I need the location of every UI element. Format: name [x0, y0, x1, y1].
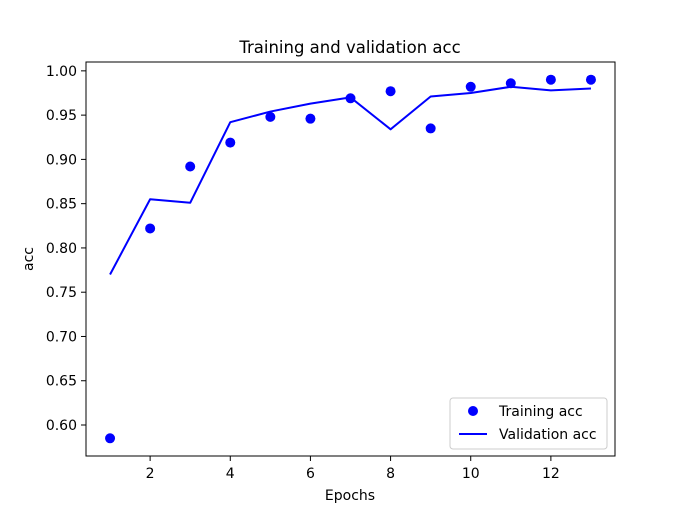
y-tick-label: 0.60	[46, 418, 77, 434]
y-axis-label: acc	[21, 247, 37, 271]
legend-label-training: Training acc	[498, 404, 583, 420]
x-tick-label: 8	[386, 466, 395, 482]
legend-marker-training	[468, 406, 478, 416]
y-tick-label: 0.95	[46, 108, 77, 124]
training-acc-point	[505, 78, 516, 89]
y-axis: 0.60 0.65 0.70 0.75 0.80 0.85 0.90 0.95 1.00	[46, 64, 86, 434]
plot-area	[85, 61, 616, 457]
x-tick-label: 10	[462, 466, 480, 482]
y-tick-label: 1.00	[46, 64, 77, 80]
training-acc-point	[305, 113, 316, 124]
training-acc-point	[465, 81, 476, 92]
training-acc-point	[185, 161, 196, 172]
x-tick-label: 6	[306, 466, 315, 482]
axes-frame	[85, 61, 616, 457]
x-tick-label: 2	[146, 466, 155, 482]
y-tick-label: 0.65	[46, 374, 77, 390]
training-acc-point	[145, 223, 156, 234]
y-tick-label: 0.75	[46, 285, 77, 301]
x-tick-label: 4	[226, 466, 235, 482]
training-acc-point	[585, 74, 596, 85]
training-acc-point	[225, 137, 236, 148]
legend: Training acc Validation acc	[449, 397, 608, 450]
legend-label-validation: Validation acc	[499, 427, 597, 443]
legend-box	[449, 397, 608, 450]
x-axis-label: Epochs	[325, 488, 375, 504]
y-tick-label: 0.80	[46, 241, 77, 257]
x-axis: 2 4 6 8 10 12	[146, 456, 560, 482]
training-acc-point	[105, 433, 116, 444]
training-acc-point	[385, 86, 396, 97]
training-acc-point	[265, 111, 276, 122]
y-tick-label: 0.70	[46, 329, 77, 345]
y-tick-label: 0.85	[46, 197, 77, 213]
chart-title: Training and validation acc	[238, 38, 460, 57]
x-tick-label: 12	[542, 466, 560, 482]
training-acc-point	[425, 123, 436, 134]
training-acc-point	[545, 74, 556, 85]
validation-acc-line	[109, 85, 591, 275]
series-layer	[105, 74, 596, 444]
y-tick-label: 0.90	[46, 152, 77, 168]
